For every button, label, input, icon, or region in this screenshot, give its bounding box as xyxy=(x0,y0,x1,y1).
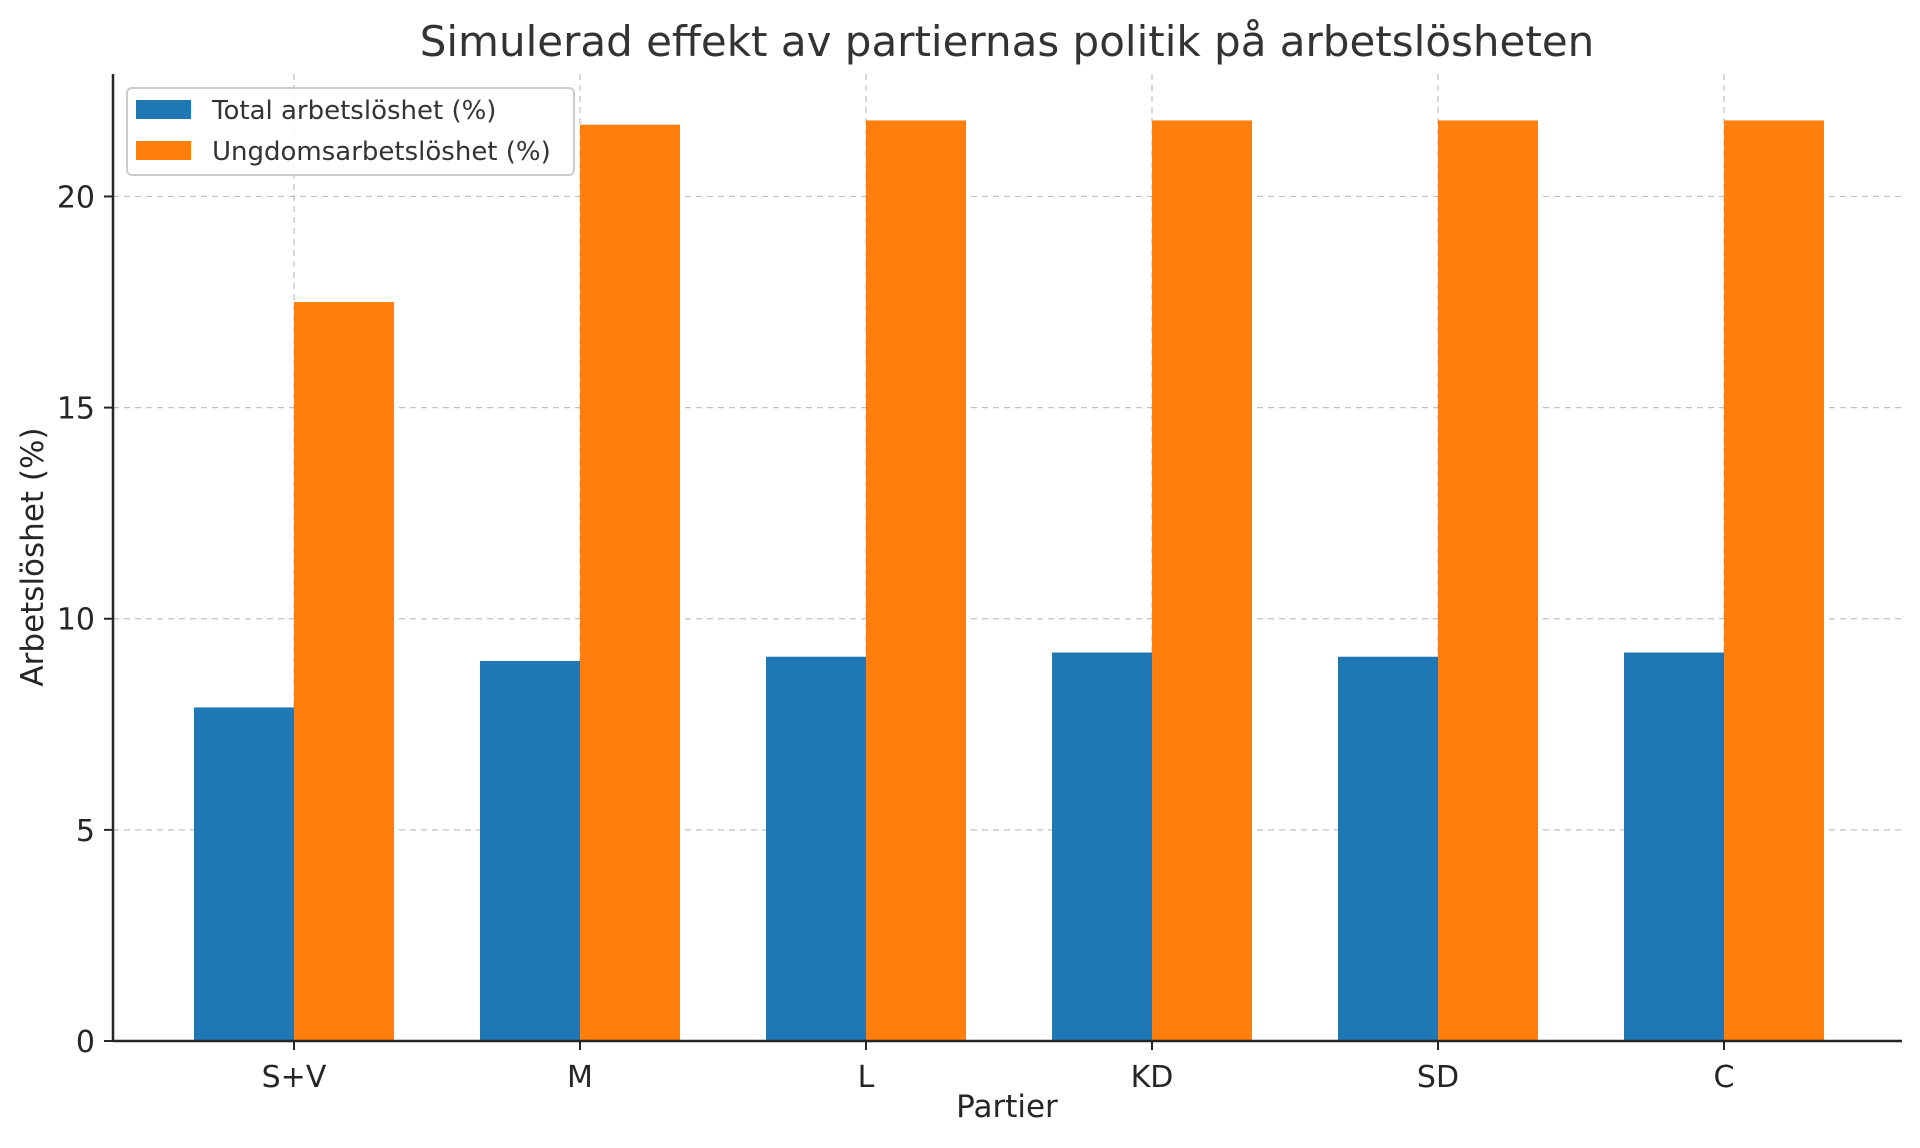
y-tick-label: 0 xyxy=(76,1025,95,1060)
bar-series-1-l xyxy=(866,120,966,1042)
bars xyxy=(194,120,1824,1042)
x-tick-label: SD xyxy=(1417,1060,1459,1095)
y-tick-label: 20 xyxy=(57,180,95,215)
bar-series-0-l xyxy=(766,656,866,1041)
legend-label-total: Total arbetslöshet (%) xyxy=(211,96,496,126)
chart-title: Simulerad effekt av partiernas politik p… xyxy=(420,17,1595,66)
x-tick-label: KD xyxy=(1131,1060,1174,1095)
bar-series-1-s-v xyxy=(294,302,394,1041)
legend: Total arbetslöshet (%) Ungdomsarbetslösh… xyxy=(126,87,575,176)
y-tick-label: 10 xyxy=(57,603,95,638)
axes xyxy=(111,74,1902,1043)
legend-swatch-youth xyxy=(136,141,191,160)
y-tick-label: 5 xyxy=(76,814,95,849)
bar-series-0-s-v xyxy=(194,707,294,1041)
y-axis-label: Arbetslöshet (%) xyxy=(15,427,51,686)
legend-label-youth: Ungdomsarbetslöshet (%) xyxy=(212,137,551,167)
x-tick-label: M xyxy=(567,1060,593,1095)
bar-series-0-kd xyxy=(1052,652,1152,1041)
bar-series-1-m xyxy=(580,124,680,1041)
legend-frame xyxy=(126,87,575,176)
bar-series-0-sd xyxy=(1338,656,1438,1041)
bar-series-0-m xyxy=(480,660,580,1041)
x-tick-label: S+V xyxy=(262,1060,327,1095)
y-tick-label: 15 xyxy=(57,392,95,427)
bar-series-1-kd xyxy=(1152,120,1252,1042)
x-tick-label: C xyxy=(1714,1060,1735,1095)
bar-series-0-c xyxy=(1624,652,1724,1041)
legend-swatch-total xyxy=(136,100,191,119)
bar-series-1-c xyxy=(1724,120,1824,1042)
ticks: 0 5 10 15 20 S+V M L KD SD C xyxy=(57,180,1735,1095)
bar-series-1-sd xyxy=(1438,120,1538,1042)
x-axis-label: Partier xyxy=(956,1089,1058,1125)
x-tick-label: L xyxy=(858,1060,875,1095)
